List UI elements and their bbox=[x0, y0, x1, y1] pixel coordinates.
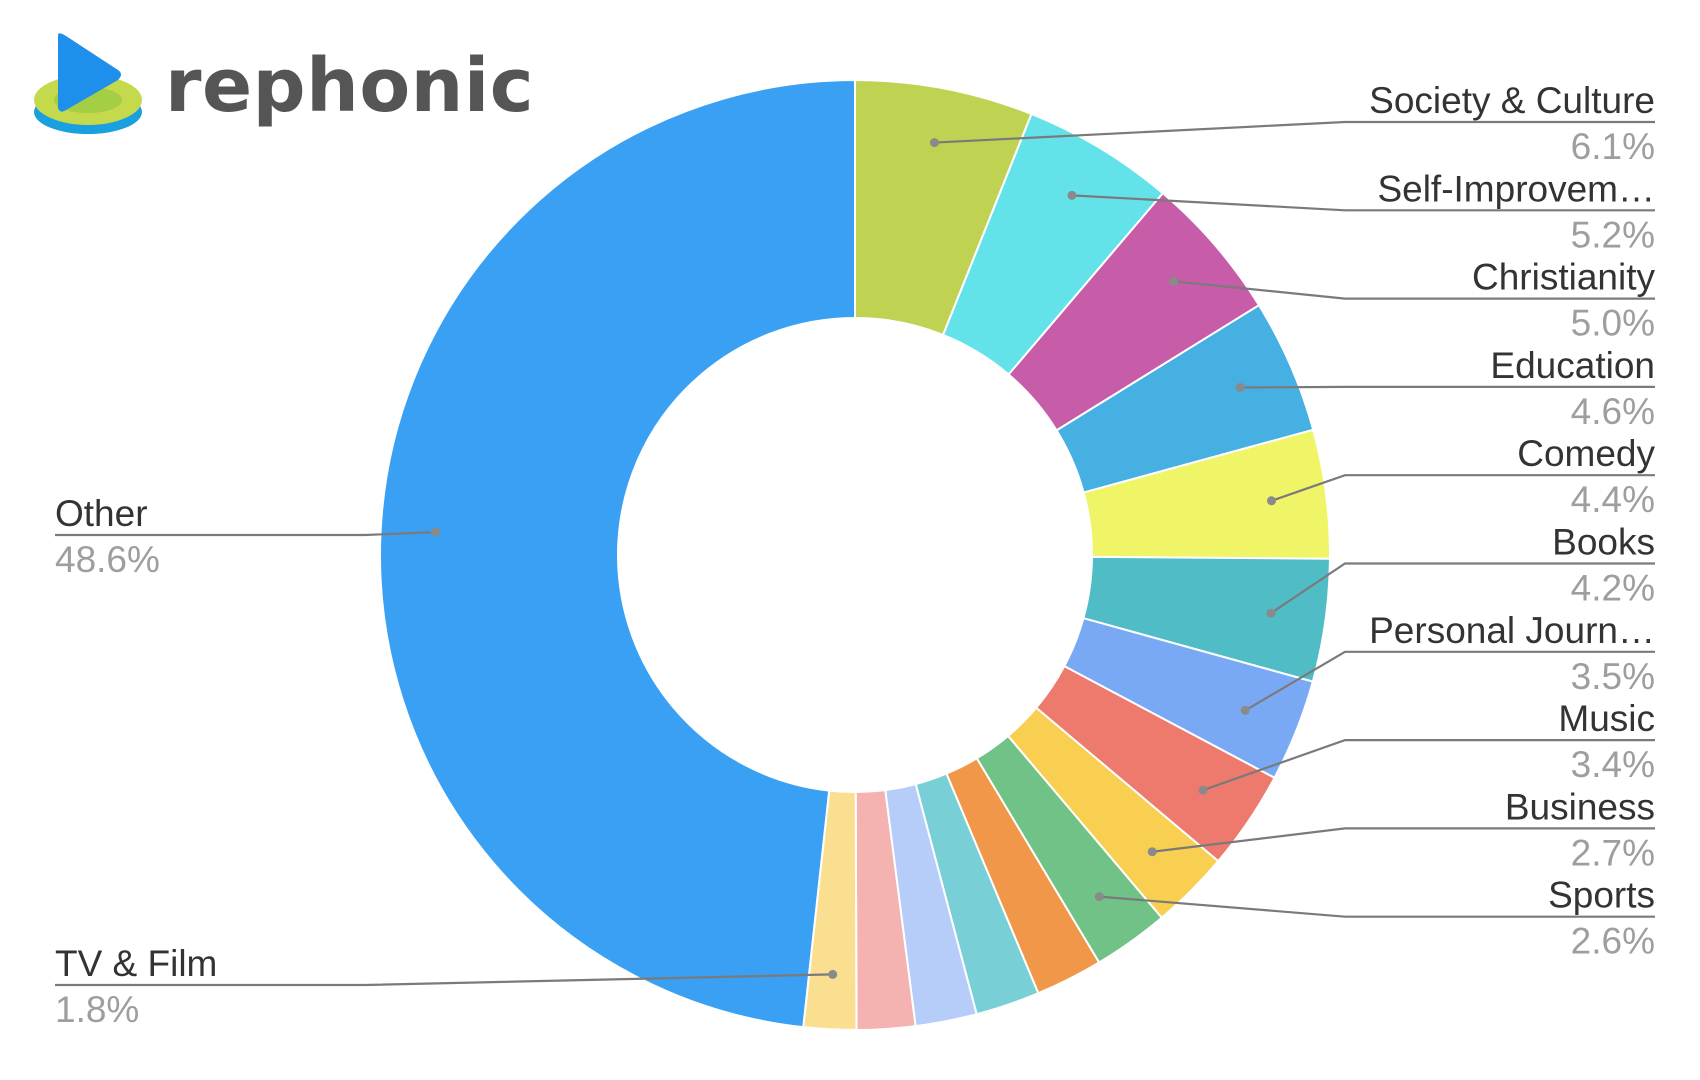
slice-label-name: Christianity bbox=[1472, 257, 1655, 298]
slice-label-self-improvem: Self-Improvem… 5.2% bbox=[1067, 168, 1655, 255]
leader-dot bbox=[1235, 382, 1245, 392]
slice-label-christianity: Christianity 5.0% bbox=[1169, 257, 1655, 344]
slice-label-business: Business 2.7% bbox=[1147, 786, 1655, 873]
leader-line bbox=[1152, 827, 1655, 853]
leader-dot bbox=[1169, 276, 1179, 286]
slice-label-value: 4.2% bbox=[1571, 568, 1655, 609]
logo-icon bbox=[34, 33, 142, 134]
slice-label-name: Books bbox=[1552, 522, 1655, 563]
slice-label-name: Comedy bbox=[1517, 433, 1655, 474]
leader-line bbox=[55, 973, 833, 987]
leader-line bbox=[1071, 194, 1655, 212]
leader-dot bbox=[1198, 785, 1208, 795]
slice-label-other: Other 48.6% bbox=[55, 493, 441, 580]
slice-label-music: Music 3.4% bbox=[1198, 698, 1655, 795]
slice-label-name: Sports bbox=[1548, 875, 1655, 916]
slice-label-tv-film: TV & Film 1.8% bbox=[55, 943, 838, 1030]
leader-dot bbox=[1266, 608, 1276, 618]
leader-dot bbox=[431, 527, 441, 537]
slice-label-value: 3.5% bbox=[1571, 656, 1655, 697]
slice-label-sports: Sports 2.6% bbox=[1094, 875, 1655, 962]
leader-line bbox=[1244, 650, 1655, 712]
slice-label-name: Music bbox=[1558, 698, 1655, 739]
slice-labels: Society & Culture6.1%Self-Improvem…5.2%C… bbox=[55, 80, 1655, 1030]
leader-line bbox=[55, 530, 436, 537]
slice-label-personal-journ: Personal Journ… 3.5% bbox=[1240, 610, 1655, 715]
slice-label-value: 2.7% bbox=[1571, 832, 1655, 873]
slice-label-name: Other bbox=[55, 493, 148, 534]
rephonic-logo: rephonic bbox=[34, 33, 534, 134]
slice-label-name: Business bbox=[1505, 786, 1655, 827]
slice-label-value: 6.1% bbox=[1571, 126, 1655, 167]
leader-dot bbox=[1147, 847, 1157, 857]
leader-dot bbox=[1266, 496, 1276, 506]
donut-slices bbox=[379, 78, 1331, 1032]
slice-label-name: TV & Film bbox=[55, 943, 217, 984]
leader-line bbox=[1099, 895, 1655, 918]
slice-label-value: 5.2% bbox=[1571, 214, 1655, 255]
slice-label-society-culture: Society & Culture 6.1% bbox=[929, 80, 1655, 167]
leader-line bbox=[934, 120, 1655, 144]
slice-label-comedy: Comedy 4.4% bbox=[1266, 433, 1655, 520]
slice-label-name: Self-Improvem… bbox=[1377, 168, 1655, 209]
slice-label-name: Society & Culture bbox=[1369, 80, 1655, 121]
slice-label-value: 1.8% bbox=[55, 989, 139, 1030]
slice-label-name: Education bbox=[1490, 345, 1655, 386]
leader-line bbox=[1202, 738, 1655, 792]
leader-line bbox=[1270, 562, 1655, 615]
slice-label-books: Books 4.2% bbox=[1266, 522, 1655, 618]
leader-line bbox=[1240, 385, 1655, 389]
slice-label-education: Education 4.6% bbox=[1235, 345, 1655, 432]
leader-dot bbox=[929, 138, 939, 148]
slice-label-name: Personal Journ… bbox=[1369, 610, 1655, 651]
slice-label-value: 5.0% bbox=[1571, 303, 1655, 344]
slice-label-value: 4.6% bbox=[1571, 391, 1655, 432]
leader-line bbox=[1271, 474, 1655, 502]
leader-dot bbox=[1067, 190, 1077, 200]
leader-line bbox=[1173, 280, 1655, 300]
leader-dot bbox=[1094, 892, 1104, 902]
slice-label-value: 4.4% bbox=[1571, 479, 1655, 520]
slice-label-value: 2.6% bbox=[1571, 921, 1655, 962]
slice-label-value: 3.4% bbox=[1571, 744, 1655, 785]
slice-label-value: 48.6% bbox=[55, 539, 160, 580]
slice-other[interactable] bbox=[379, 78, 856, 1029]
leader-dot bbox=[1240, 705, 1250, 715]
leader-dot bbox=[828, 969, 838, 979]
logo-wordmark: rephonic bbox=[165, 43, 534, 129]
